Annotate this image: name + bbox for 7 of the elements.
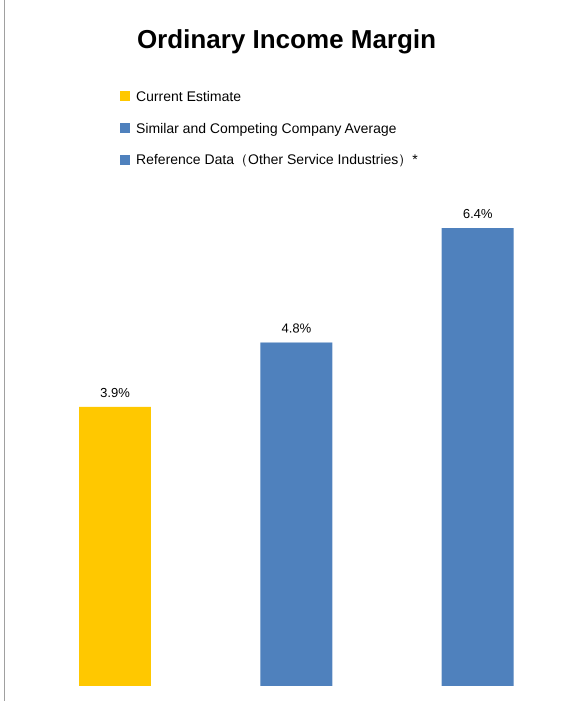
data-label: 6.4% xyxy=(462,206,493,221)
legend-label: Current Estimate xyxy=(136,88,242,104)
legend-label: Similar and Competing Company Average xyxy=(136,120,396,136)
data-label: 4.8% xyxy=(282,320,312,336)
legend-label: Reference Data（Other Service Industries）* xyxy=(136,151,418,169)
chart-title: Ordinary Income Margin xyxy=(136,24,438,55)
data-label: 3.9% xyxy=(100,384,130,400)
